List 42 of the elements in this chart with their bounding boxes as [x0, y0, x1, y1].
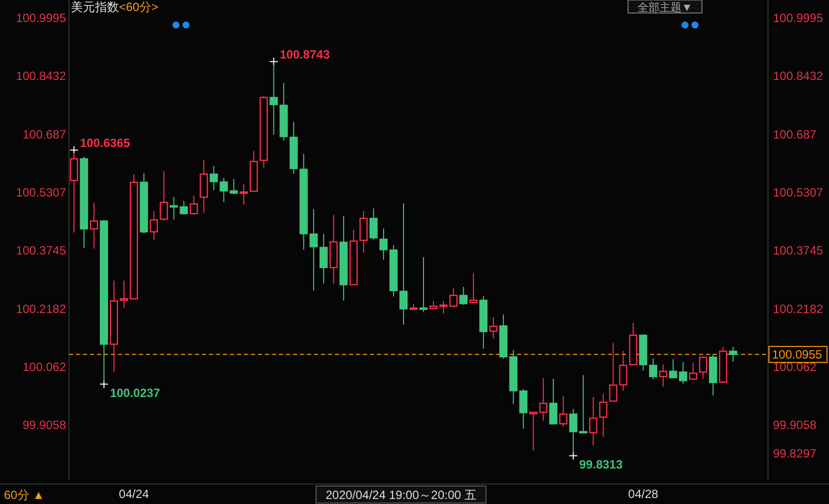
annotation: 100.0237: [110, 386, 160, 400]
y2-tick-label: 100.062: [773, 360, 817, 374]
y-tick-label: 100.9995: [16, 11, 66, 26]
y-tick-label: 100.3745: [16, 244, 66, 258]
chart-subtitle: <60分>: [119, 0, 158, 14]
candlestick: [399, 202, 408, 326]
candlestick: [320, 234, 328, 284]
y2-tick-label: 100.687: [773, 127, 817, 142]
x-tick-label: 04/28: [628, 487, 659, 501]
y2-tick-label: 100.2182: [773, 302, 824, 316]
candlestick: [389, 244, 398, 298]
annotation: 99.8313: [579, 458, 623, 472]
y2-tick-label: 100.8432: [773, 69, 824, 84]
candlestick: [200, 160, 208, 214]
ref-line-label: 100.0955: [772, 347, 822, 362]
y-tick-label: 100.5307: [16, 185, 66, 200]
y2-tick-label: 100.3745: [773, 244, 824, 258]
y-tick-label: 100.687: [22, 127, 66, 142]
x-tick-label: 04/24: [118, 487, 150, 501]
candlestick: [90, 202, 98, 250]
candlestick: [340, 215, 348, 302]
candlestick: [379, 228, 388, 260]
chart-title: 美元指数: [71, 0, 119, 14]
y2-tick-label: 99.9058: [773, 418, 817, 432]
annotation: 100.8743: [280, 48, 330, 62]
y2-tick-label: 100.5307: [773, 185, 824, 200]
y2-tick-label: 100.9995: [773, 11, 824, 26]
y-tick-label: 100.2182: [16, 302, 66, 316]
candlestick: [589, 396, 598, 446]
candlestick: [330, 214, 338, 284]
text: 60分 ▲: [4, 488, 45, 502]
text: 2020/04/24 19:00～20:00 五: [326, 488, 476, 502]
y-tick-label: 100.8432: [16, 69, 66, 84]
candlestick: [599, 394, 608, 438]
annotation: 100.6365: [80, 136, 130, 150]
candlestick: [110, 280, 118, 372]
candlestick: [150, 210, 158, 240]
y-tick-label: 100.062: [22, 360, 66, 374]
candlestick: [359, 210, 368, 254]
y-tick-label: 99.9058: [22, 418, 66, 432]
y2-tick-label: 99.8297: [773, 446, 817, 460]
annotation: 全部主题▼: [638, 1, 692, 14]
